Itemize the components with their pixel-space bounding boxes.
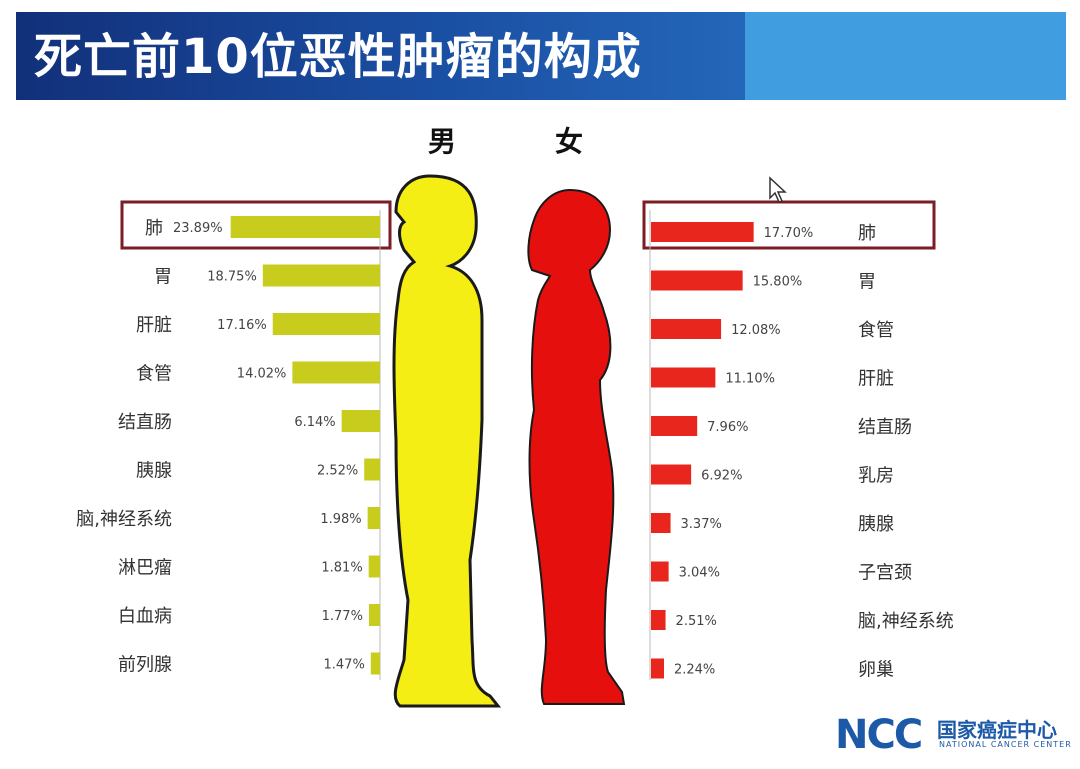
male-value-label: 23.89% [173,221,223,236]
female-bar [651,416,698,436]
male-value-label: 1.47% [324,658,365,673]
female-category-label: 子宫颈 [858,563,912,584]
male-highlight-box [120,200,392,250]
male-category-label: 白血病 [118,606,172,627]
male-bar [262,264,380,287]
logo-name: 国家癌症中心 [937,718,1057,742]
female-value-label: 15.80% [753,275,803,290]
ncc-logo: NCC 国家癌症中心 NATIONAL CANCER CENTER [835,712,1072,758]
male-value-label: 6.14% [294,415,335,430]
male-value-label: 17.16% [217,318,267,333]
female-value-label: 12.08% [731,323,781,338]
male-value-label: 2.52% [317,464,358,479]
female-bar [651,513,671,533]
male-category-label: 胃 [154,267,172,288]
female-category-label: 胃 [858,272,876,293]
male-bar [368,604,380,626]
female-value-label: 2.24% [674,663,715,678]
female-value-label: 3.04% [679,566,720,581]
male-bar [367,507,380,529]
female-category-label: 食管 [858,320,894,341]
male-category-label: 肝脏 [136,315,172,336]
female-value-label: 17.70% [764,226,814,241]
female-bar [651,561,669,582]
female-category-label: 肺 [858,223,876,244]
male-bar [230,216,380,238]
female-category-label: 卵巢 [858,660,894,681]
male-bar [368,555,380,578]
male-heading: 男 [428,125,457,158]
female-category-label: 脑,神经系统 [858,611,954,632]
male-bar [341,410,380,432]
male-value-label: 14.02% [237,367,287,382]
mouse-cursor-icon [769,176,787,203]
female-category-label: 肝脏 [858,369,894,390]
female-bar [651,464,692,485]
female-highlight-box [642,200,936,250]
female-value-label: 11.10% [725,372,775,387]
female-category-label: 胰腺 [858,514,894,535]
female-value-label: 2.51% [676,614,717,629]
male-category-label: 前列腺 [118,655,172,676]
female-bar [651,610,666,630]
male-value-label: 1.81% [321,561,362,576]
male-value-label: 18.75% [207,270,257,285]
female-bar [651,658,664,679]
female-bar-chart: 17.70% 肺 15.80% 胃 12.08% 食管 11.10% 肝脏 7.96% 结直肠 6.… [651,222,954,681]
male-value-label: 1.77% [322,609,363,624]
female-heading: 女 [555,125,584,158]
logo-letters: NCC [835,712,923,758]
male-bar-chart: 23.89% 肺 18.75% 胃 17.16% 肝脏 14.02% 食管 6.14% 结直肠 2.… [76,216,380,676]
male-bar [364,458,380,481]
male-category-label: 食管 [136,364,172,385]
male-value-label: 1.98% [320,512,361,527]
male-bar [370,652,380,675]
male-bar [292,361,380,384]
female-bar [651,270,743,291]
male-category-label: 淋巴瘤 [118,558,172,579]
female-category-label: 乳房 [858,466,894,487]
female-bar [651,319,722,339]
male-category-label: 结直肠 [118,412,172,433]
male-category-label: 胰腺 [136,461,172,482]
male-silhouette [392,174,502,708]
title-accent [745,12,1066,100]
male-category-label: 肺 [145,218,163,239]
female-value-label: 3.37% [681,517,722,532]
female-value-label: 6.92% [701,469,742,484]
female-silhouette [527,188,626,705]
female-category-label: 结直肠 [858,417,912,438]
male-category-label: 脑,神经系统 [76,509,172,530]
female-bar [651,222,754,242]
male-bar [272,313,380,335]
page-title: 死亡前10位恶性肿瘤的构成 [34,29,642,85]
female-value-label: 7.96% [707,420,748,435]
female-bar [651,367,716,388]
logo-english: NATIONAL CANCER CENTER [939,740,1072,749]
